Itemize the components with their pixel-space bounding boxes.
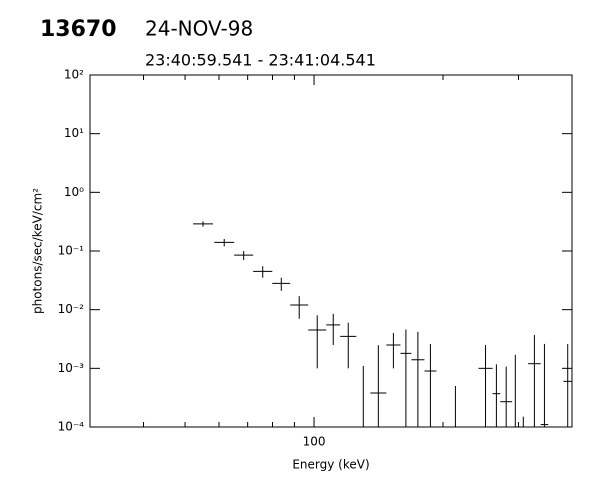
chart-title: 13670 [40,17,117,42]
x-axis-label: Energy (keV) [292,458,369,472]
y-axis-label: photons/sec/keV/cm² [31,188,45,314]
y-tick-label: 10⁻² [58,302,85,316]
y-tick-label: 10⁻³ [58,361,85,375]
y-tick-label: 10⁻⁴ [58,420,85,434]
time-range: 23:40:59.541 - 23:41:04.541 [145,51,376,70]
y-tick-label: 10⁻¹ [58,244,85,258]
y-tick-label: 10⁰ [64,185,84,199]
date: 24-NOV-98 [145,17,253,41]
y-tick-label: 10² [64,68,84,82]
x-tick-label: 100 [303,435,326,449]
y-tick-label: 10¹ [64,126,84,140]
plot-frame [89,74,573,428]
